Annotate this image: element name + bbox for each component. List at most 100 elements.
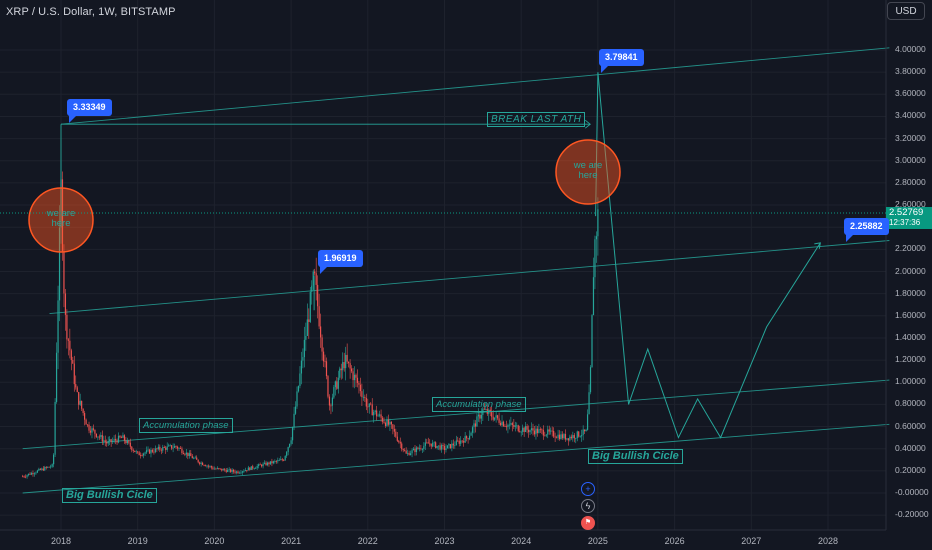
- candle-body: [252, 466, 254, 469]
- candle-body: [294, 406, 297, 414]
- candle-body: [407, 452, 409, 454]
- candle-body: [234, 471, 236, 473]
- candle-body: [483, 408, 485, 410]
- candle-body: [299, 373, 301, 387]
- candle-body: [569, 436, 571, 441]
- candle-body: [361, 391, 363, 397]
- candle-body: [222, 469, 224, 471]
- candle-body: [539, 429, 541, 431]
- candle-body: [591, 315, 593, 368]
- channel-trendlines: [22, 47, 890, 494]
- flag-icon[interactable]: ⚑: [581, 516, 595, 530]
- currency-button[interactable]: USD: [887, 2, 925, 20]
- candle-body: [550, 430, 552, 432]
- candle-body: [70, 350, 72, 361]
- price-tick-label: 0.80000: [895, 398, 926, 409]
- candle-body: [567, 438, 569, 441]
- candle-body: [63, 252, 65, 294]
- candle-body: [207, 465, 210, 467]
- candle-body: [353, 374, 356, 381]
- candle-body: [529, 430, 531, 433]
- candle-body: [200, 462, 202, 464]
- candle-body: [197, 459, 199, 463]
- candle-body: [61, 179, 64, 253]
- callout-target-end: 2.25882: [844, 218, 889, 242]
- candle-body: [588, 392, 590, 415]
- candle-body: [585, 429, 587, 432]
- price-tick-label: 1.00000: [895, 376, 926, 387]
- candle-body: [479, 414, 481, 419]
- candle-body: [159, 446, 161, 450]
- channel-line: [22, 423, 890, 494]
- candle-body: [69, 340, 71, 351]
- candle-body: [309, 291, 311, 322]
- candle-body: [280, 459, 282, 461]
- candle-body: [125, 440, 127, 444]
- candle-body: [94, 429, 96, 434]
- candle-body: [240, 472, 242, 474]
- candle-body: [345, 354, 347, 369]
- candle-body: [55, 352, 58, 402]
- candle-body: [556, 437, 558, 439]
- candle-body: [349, 363, 351, 369]
- candle-body: [362, 396, 364, 398]
- candle-body: [415, 447, 418, 453]
- time-tick-label: 2020: [204, 536, 225, 546]
- time-tick-label: 2021: [281, 536, 302, 546]
- candle-body: [44, 467, 46, 471]
- candle-body: [303, 339, 305, 358]
- candle-body: [498, 418, 500, 423]
- candle-body: [256, 466, 258, 469]
- candle-body: [106, 441, 108, 444]
- candle-body: [153, 451, 155, 453]
- candle-body: [42, 468, 44, 471]
- time-tick-label: 2026: [664, 536, 685, 546]
- candle-body: [196, 457, 198, 460]
- candle-body: [109, 439, 111, 442]
- candle-body: [181, 448, 183, 454]
- candle-body: [464, 436, 466, 443]
- candle-body: [440, 445, 443, 450]
- candle-body: [399, 441, 401, 444]
- candle-body: [286, 452, 288, 456]
- candle-body: [95, 433, 97, 437]
- candle-body: [194, 457, 196, 459]
- candle-body: [570, 436, 572, 439]
- candle-body: [449, 444, 451, 449]
- candle-body: [244, 470, 246, 471]
- break-ath-label: BREAK LAST ATH: [487, 112, 586, 127]
- candle-body: [238, 472, 241, 474]
- candle-body: [330, 405, 332, 407]
- candle-body: [526, 426, 528, 430]
- candle-body: [364, 396, 366, 398]
- time-tick-label: 2024: [511, 536, 532, 546]
- candle-body: [331, 397, 333, 406]
- candle-body: [173, 446, 176, 448]
- candle-body: [579, 436, 581, 438]
- candle-body: [426, 442, 428, 444]
- candle-body: [511, 423, 513, 426]
- candle-body: [29, 473, 31, 475]
- candle-body: [225, 470, 227, 472]
- candle-body: [137, 451, 139, 453]
- candle-body: [263, 462, 266, 464]
- current-price: 2.52769: [889, 207, 924, 218]
- lightning-icon[interactable]: ϟ: [581, 499, 595, 513]
- callout-high-2021: 1.96919: [318, 250, 363, 274]
- candle-body: [561, 434, 564, 439]
- candle-body: [393, 428, 395, 432]
- plus-icon[interactable]: +: [581, 482, 595, 496]
- candle-body: [53, 454, 55, 465]
- candle-body: [412, 448, 415, 451]
- candle-body: [374, 410, 376, 413]
- candle-body: [305, 335, 307, 340]
- candle-body: [175, 446, 177, 447]
- candle-body: [386, 419, 388, 426]
- candle-body: [91, 428, 93, 433]
- candle-body: [501, 421, 503, 426]
- price-tick-label: 0.60000: [895, 420, 926, 431]
- candle-body: [373, 412, 375, 416]
- candle-body: [433, 442, 435, 444]
- candle-body: [278, 460, 280, 461]
